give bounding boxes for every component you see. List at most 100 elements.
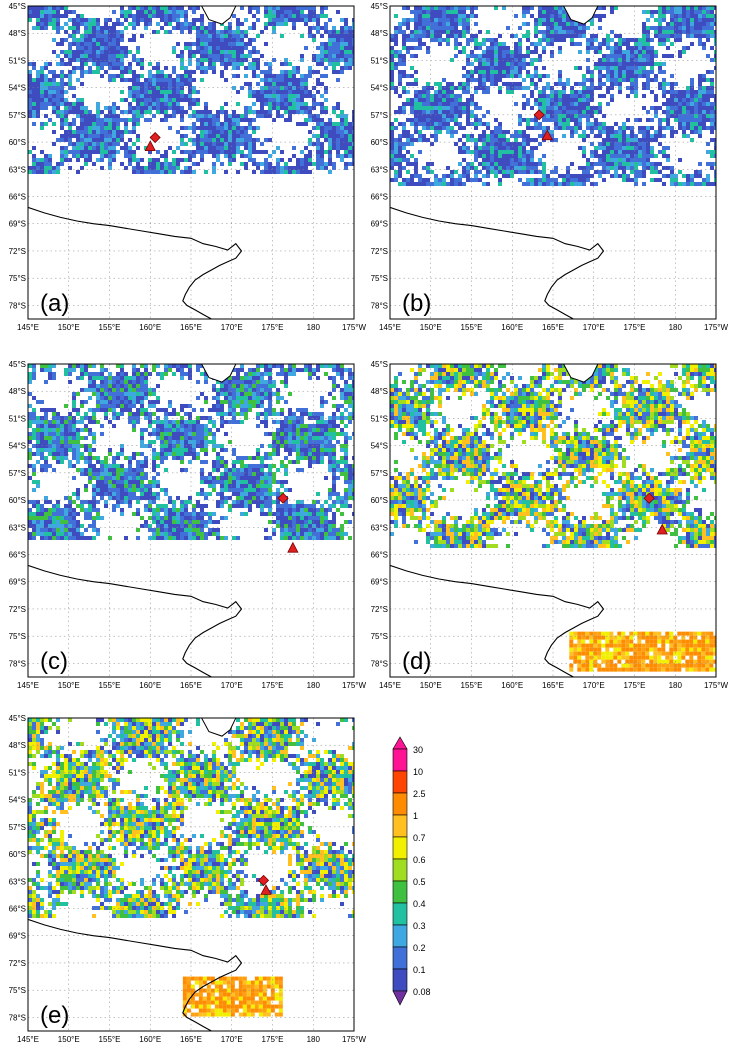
colorbar-label: 0.1	[413, 965, 426, 975]
colorbar-label: 0.7	[413, 833, 426, 843]
latitude-label: 45°S	[9, 2, 26, 11]
latitude-label: 60°S	[9, 138, 26, 147]
panel-c: 45°S 48°S 51°S 54°S 57°S 60°S 63°S 66°S 69°S 72°S…	[0, 358, 367, 706]
longitude-label: 170°E	[221, 1035, 243, 1044]
diamond-marker	[533, 109, 545, 121]
map-b: 45°S 48°S 51°S 54°S 57°S 60°S 63°S 66°S 69°S 72°S…	[371, 2, 729, 332]
latitude-label: 69°S	[371, 578, 388, 587]
latitude-label: 48°S	[9, 29, 26, 38]
panel-label: (a)	[40, 290, 69, 317]
colorbar-segment	[392, 968, 408, 992]
longitude-label: 165°E	[180, 1035, 202, 1044]
latitude-label: 54°S	[9, 84, 26, 93]
latitude-label: 60°S	[9, 496, 26, 505]
latitude-label: 63°S	[9, 165, 26, 174]
map-border	[27, 5, 355, 320]
latitude-label: 72°S	[9, 247, 26, 256]
longitude-label: 170°E	[221, 323, 243, 332]
latitude-label: 45°S	[371, 2, 388, 11]
latitude-label: 75°S	[371, 274, 388, 283]
longitude-label: 175°W	[704, 323, 729, 332]
colorbar-label: 0.6	[413, 855, 426, 865]
longitude-label: 175°W	[342, 1035, 367, 1044]
latitude-label: 72°S	[9, 959, 26, 968]
map-border	[389, 5, 717, 320]
longitude-label: 155°E	[99, 681, 121, 690]
antarctic-coastline	[28, 918, 243, 1031]
colorbar-label: 0.3	[413, 921, 426, 931]
longitude-label: 165°E	[542, 323, 564, 332]
latitude-label: 48°S	[371, 387, 388, 396]
longitude-label: 180	[307, 1035, 321, 1044]
antarctic-coastline	[390, 206, 605, 319]
longitude-label: 180	[307, 681, 321, 690]
latitude-label: 51°S	[371, 56, 388, 65]
colorbar-label: 0.08	[413, 987, 431, 997]
latitude-label: 72°S	[371, 247, 388, 256]
latitude-label: 69°S	[9, 220, 26, 229]
longitude-label: 145°E	[379, 323, 401, 332]
antarctic-coastline	[28, 206, 243, 319]
panel-label: (b)	[402, 290, 431, 317]
latitude-label: 60°S	[371, 138, 388, 147]
panel-e: 45°S 48°S 51°S 54°S 57°S 60°S 63°S 66°S 69°S 72°S…	[0, 712, 367, 1060]
longitude-label: 160°E	[139, 681, 161, 690]
longitude-label: 160°E	[501, 323, 523, 332]
latitude-label: 72°S	[9, 605, 26, 614]
latitude-label: 54°S	[9, 442, 26, 451]
latitude-label: 51°S	[9, 768, 26, 777]
panel-label: (d)	[402, 648, 431, 675]
colorbar-top-arrow	[392, 736, 408, 750]
colorbar-segment	[392, 770, 408, 794]
latitude-label: 57°S	[371, 469, 388, 478]
colorbar-label: 30	[413, 745, 423, 755]
latitude-label: 45°S	[9, 360, 26, 369]
longitude-label: 160°E	[501, 681, 523, 690]
latitude-label: 63°S	[9, 523, 26, 532]
colorbar-segment	[392, 858, 408, 882]
longitude-label: 150°E	[58, 681, 80, 690]
latitude-label: 66°S	[371, 551, 388, 560]
colorbar: 30 10 2.5 1 0.7 0.6 0.5 0.4 0.3 0.2 0.1 0.08	[385, 735, 465, 1045]
colorbar-label: 0.5	[413, 877, 426, 887]
longitude-label: 180	[307, 323, 321, 332]
longitude-label: 145°E	[17, 681, 39, 690]
longitude-label: 175°W	[342, 323, 367, 332]
triangle-marker	[260, 884, 272, 895]
longitude-label: 145°E	[17, 1035, 39, 1044]
diamond-marker	[257, 874, 270, 886]
new-zealand-coast	[201, 718, 237, 737]
colorbar-segment	[392, 792, 408, 816]
panel-d: 45°S 48°S 51°S 54°S 57°S 60°S 63°S 66°S 69°S 72°S…	[362, 358, 729, 706]
latitude-label: 66°S	[9, 551, 26, 560]
antarctic-coastline	[28, 564, 243, 677]
map-content	[390, 6, 716, 319]
triangle-marker	[287, 541, 299, 553]
longitude-label: 160°E	[139, 1035, 161, 1044]
latitude-label: 75°S	[9, 986, 26, 995]
map-border	[389, 363, 717, 678]
latitude-label: 48°S	[371, 29, 388, 38]
colorbar-svg: 30 10 2.5 1 0.7 0.6 0.5 0.4 0.3 0.2 0.1 0.08	[392, 736, 431, 1006]
latitude-label: 54°S	[371, 84, 388, 93]
latitude-label: 57°S	[9, 111, 26, 120]
longitude-label: 145°E	[17, 323, 39, 332]
colorbar-bottom-arrow	[392, 990, 408, 1006]
colorbar-label: 1	[413, 811, 418, 821]
longitude-label: 150°E	[58, 1035, 80, 1044]
longitude-label: 175°E	[262, 681, 284, 690]
panel-label: (e)	[40, 1002, 69, 1029]
colorbar-label: 0.4	[413, 899, 426, 909]
longitude-label: 165°E	[180, 323, 202, 332]
longitude-label: 175°E	[262, 1035, 284, 1044]
latitude-label: 69°S	[9, 932, 26, 941]
colorbar-segment	[392, 748, 408, 772]
diamond-marker	[277, 492, 289, 504]
longitude-label: 150°E	[420, 323, 442, 332]
latitude-label: 75°S	[9, 274, 26, 283]
colorbar-segment	[392, 814, 408, 838]
latitude-label: 63°S	[371, 523, 388, 532]
map-content	[390, 364, 716, 677]
colorbar-segment	[392, 836, 408, 860]
longitude-label: 175°E	[624, 323, 646, 332]
